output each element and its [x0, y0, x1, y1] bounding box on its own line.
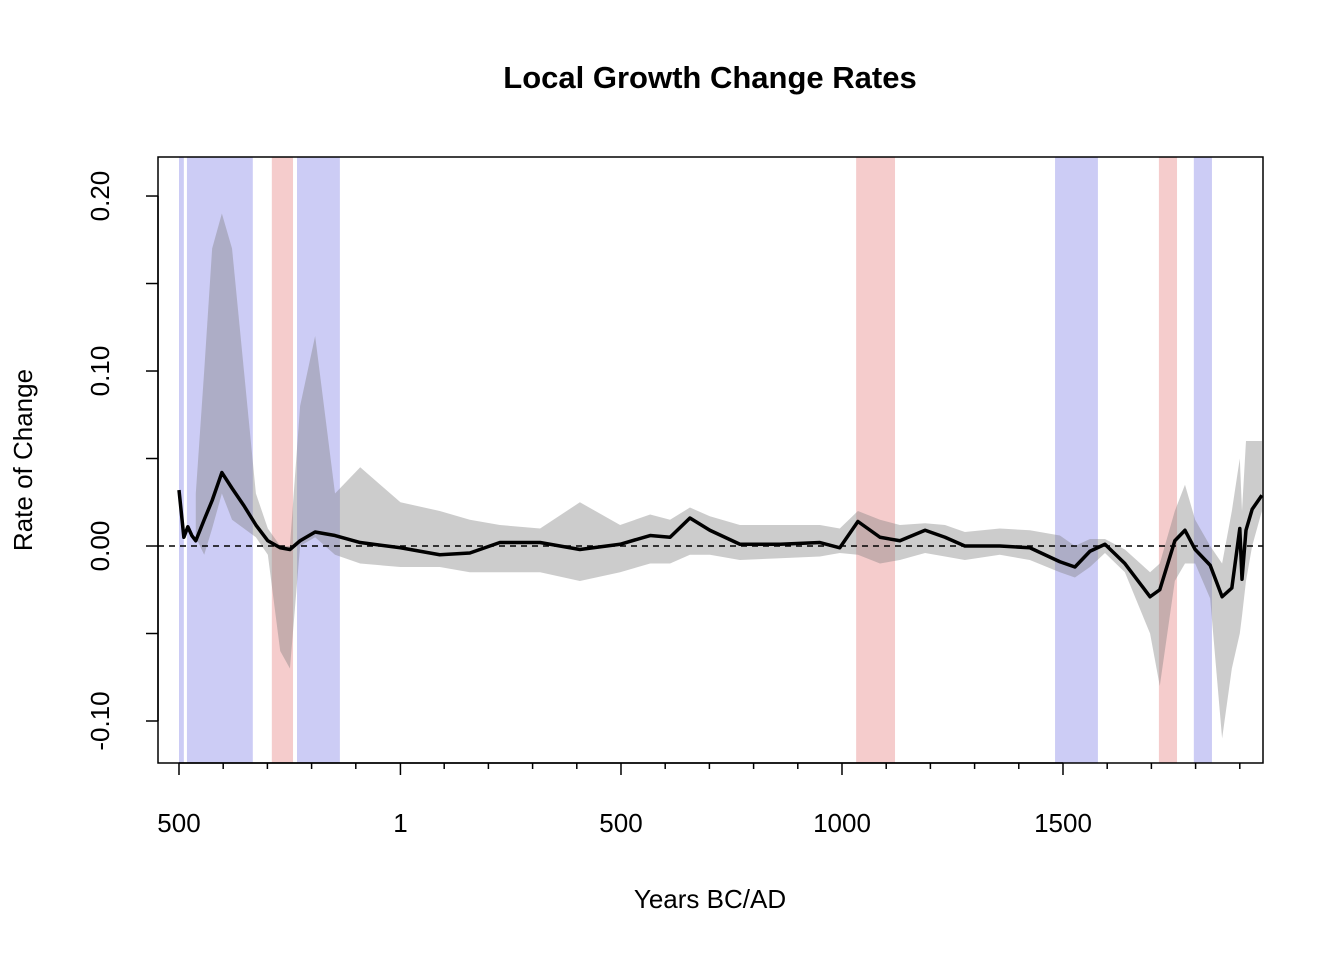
period-band — [1158, 157, 1178, 763]
y-tick-label: 0.20 — [85, 171, 115, 222]
x-tick-label: 1000 — [813, 808, 871, 838]
period-band — [271, 157, 294, 763]
period-band — [297, 157, 340, 763]
x-axis-label: Years BC/AD — [634, 884, 786, 914]
confidence-band — [195, 213, 1262, 739]
period-band — [1055, 157, 1098, 763]
y-tick-label: 0.00 — [85, 521, 115, 572]
chart-title: Local Growth Change Rates — [503, 60, 916, 95]
y-axis-label: Rate of Change — [8, 369, 38, 551]
x-tick-label: 500 — [157, 808, 200, 838]
y-tick-label: 0.10 — [85, 346, 115, 397]
x-tick-label: 1 — [393, 808, 407, 838]
period-band — [1193, 157, 1212, 763]
y-tick-label: -0.10 — [85, 691, 115, 750]
x-tick-label: 500 — [599, 808, 642, 838]
period-band — [178, 157, 184, 763]
x-tick-label: 1500 — [1034, 808, 1092, 838]
period-band — [856, 157, 896, 763]
period-band — [186, 157, 253, 763]
mean-line — [177, 470, 1264, 599]
